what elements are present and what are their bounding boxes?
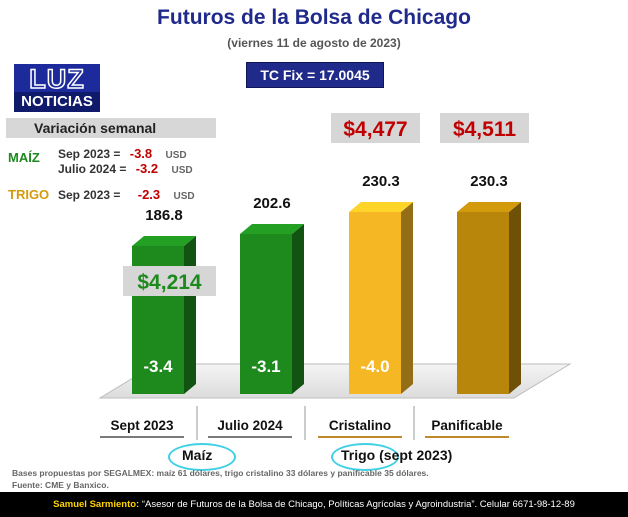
notes-line-1: Bases propuestas por SEGALMEX: maíz 61 d…: [12, 468, 429, 478]
variacion-value: -3.2: [135, 161, 159, 176]
price-badge-label: $4,477: [343, 118, 407, 141]
variacion-row-3: Sep 2023 = -2.3 USD: [58, 187, 195, 202]
variacion-maiz-label: MAÍZ: [8, 150, 40, 165]
price-badge-label: $4,214: [137, 271, 202, 294]
footer-author: Samuel Sarmiento:: [53, 499, 140, 510]
logo-text-noticias: NOTICIAS: [14, 92, 100, 112]
category-label: Sept 2023: [110, 418, 174, 433]
bar-value-label: 186.8: [145, 207, 183, 224]
variacion-period: Sep 2023 =: [58, 147, 121, 161]
bar-top: [132, 236, 196, 246]
bar-front: [349, 212, 401, 394]
tc-fix-badge: TC Fix = 17.0045: [246, 62, 384, 88]
group-label-maiz: Maíz: [182, 447, 213, 463]
bar-sept-2023: -3.4 186.8: [132, 207, 196, 394]
bar-cristalino: -4.0 230.3: [349, 173, 413, 394]
price-badge-cristalino: $4,477: [331, 113, 420, 143]
bar-side: [509, 202, 521, 394]
bar-value-label: 230.3: [362, 173, 400, 190]
bar-front: [240, 234, 292, 394]
variacion-unit: USD: [173, 191, 195, 202]
variacion-period: Sep 2023 =: [58, 188, 121, 202]
bar-change-label: -3.4: [143, 357, 173, 376]
price-badge-label: $4,511: [453, 118, 516, 141]
chart-title: Futuros de la Bolsa de Chicago: [157, 6, 471, 29]
bar-change-label: -3.1: [251, 357, 280, 376]
bar-top: [349, 202, 413, 212]
bar-value-label: 230.3: [470, 173, 508, 190]
category-label: Cristalino: [329, 418, 391, 433]
notes-line-2: Fuente: CME y Banxico.: [12, 480, 109, 490]
bar-side: [184, 236, 196, 394]
maiz-group-circle: [168, 443, 236, 471]
bar-top: [240, 224, 304, 234]
bar-value-label: 202.6: [253, 195, 291, 212]
category-label: Panificable: [431, 418, 503, 433]
variacion-unit: USD: [165, 150, 187, 161]
bar-side: [401, 202, 413, 394]
group-label-trigo: Trigo (sept 2023): [341, 447, 452, 463]
price-badge-bg: [440, 113, 529, 143]
chart-subtitle: (viernes 11 de agosto de 2023): [227, 36, 401, 50]
bar-panificable: 230.3: [457, 173, 521, 394]
bar-julio-2024: -3.1 202.6: [240, 195, 304, 394]
logo-text-luz: LUZ: [29, 64, 85, 95]
group-label-trigo-name: Trigo: [341, 447, 376, 463]
notes: Bases propuestas por SEGALMEX: maíz 61 d…: [12, 467, 429, 491]
bar-change-label: -4.0: [360, 357, 389, 376]
price-badge-bg: [123, 266, 216, 296]
trigo-group-circle: [331, 443, 399, 471]
price-badge-panificable: $4,511: [440, 113, 529, 143]
variacion-value: -3.8: [129, 146, 153, 161]
variacion-unit: USD: [171, 165, 193, 176]
footer: Samuel Sarmiento: “Asesor de Futuros de …: [0, 492, 628, 517]
luz-noticias-logo: LUZ NOTICIAS: [14, 64, 100, 112]
bar-side: [292, 224, 304, 394]
footer-text: “Asesor de Futuros de la Bolsa de Chicag…: [139, 499, 575, 510]
price-badge-sept-2023: $4,214: [123, 266, 216, 296]
variacion-row-2: Julio 2024 = -3.2 USD: [58, 161, 193, 176]
variacion-value: -2.3: [137, 187, 161, 202]
variacion-row-1: Sep 2023 = -3.8 USD: [58, 146, 187, 161]
group-label-trigo-suffix: (sept 2023): [375, 447, 453, 463]
variacion-trigo-label: TRIGO: [8, 187, 49, 202]
maiz-label: MAÍZ: [8, 150, 40, 165]
trigo-label: TRIGO: [8, 187, 50, 202]
price-badge-bg: [331, 113, 420, 143]
bar-top: [457, 202, 521, 212]
bar-front: [457, 212, 509, 394]
variacion-period: Julio 2024 =: [58, 162, 127, 176]
category-label: Julio 2024: [217, 418, 283, 433]
variacion-title: Variación semanal: [6, 118, 216, 138]
